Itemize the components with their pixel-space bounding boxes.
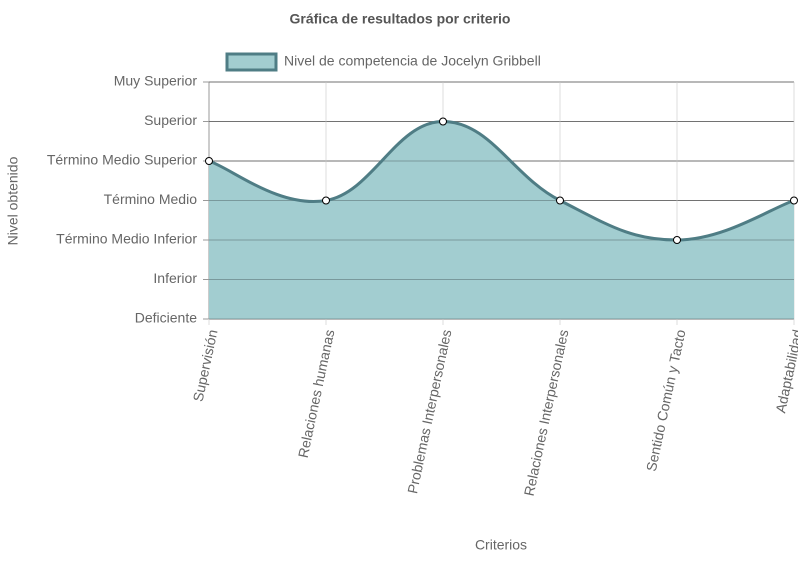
legend-swatch [225, 52, 278, 72]
line [208, 119, 795, 242]
y-tick-label: Término Medio Superior [47, 152, 198, 168]
y-tick-label: Deficiente [135, 310, 197, 326]
point [322, 196, 330, 205]
y-tick-label: Término Medio Inferior [56, 231, 197, 247]
point [790, 196, 798, 205]
y-tick-label: Inferior [153, 270, 197, 286]
x-tick-label: Problemas Interpersonales [404, 328, 454, 495]
point [205, 157, 213, 165]
legend-label: Nivel de competencia de Jocelyn Gribbell [284, 53, 541, 69]
x-tick-label: Sentido Común y Tacto [643, 328, 689, 473]
point [556, 196, 564, 205]
y-axis-title: Nivel obtenido [5, 156, 21, 245]
chart-title: Gráfica de resultados por criterio [290, 11, 511, 27]
x-tick-label: Adaptabilidad [772, 328, 798, 414]
x-tick-label: Supervisión [190, 328, 221, 403]
y-tick-label: Superior [144, 112, 197, 128]
x-tick-label: Relaciones Interpersonales [521, 328, 572, 497]
y-tick-label: Término Medio [104, 191, 198, 207]
area [209, 121, 794, 319]
x-axis-title: Criterios [475, 537, 527, 553]
point [439, 117, 447, 126]
x-tick-label: Relaciones humanas [295, 328, 338, 459]
point [673, 236, 681, 244]
y-tick-label: Muy Superior [114, 73, 198, 89]
